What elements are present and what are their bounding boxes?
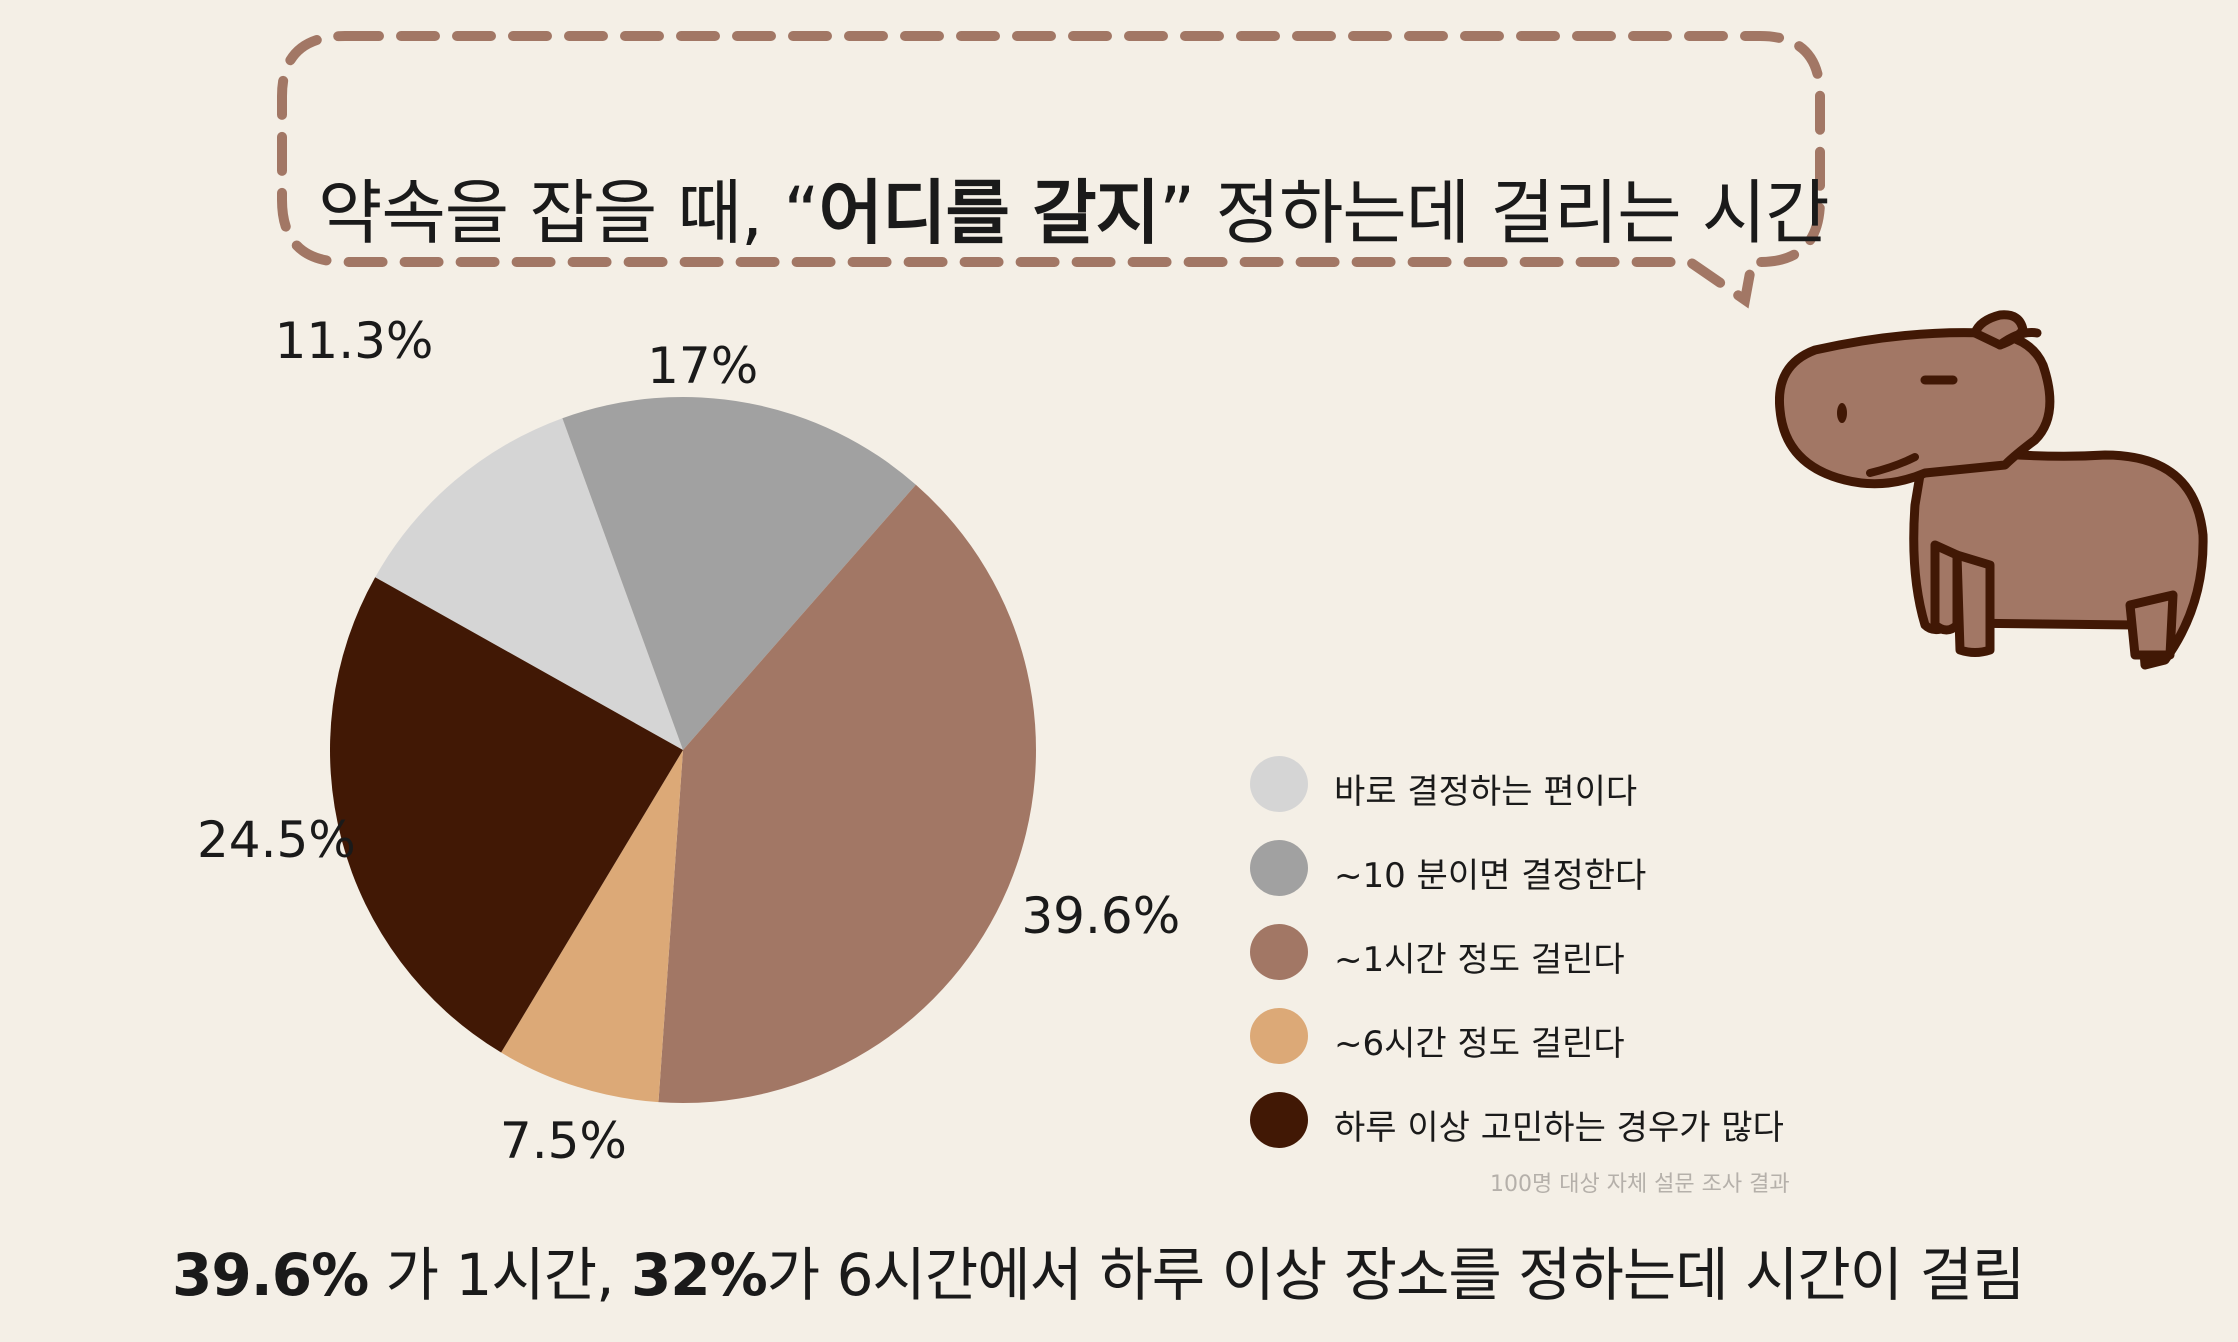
capybara-illustration <box>1775 310 2208 670</box>
pie-value-label-3: 39.6% <box>1021 886 1181 945</box>
chart-title: 약속을 잡을 때, “어디를 갈지” 정하는데 걸리는 시간 <box>318 157 1830 258</box>
title-prefix: 약속을 잡을 때, “ <box>318 171 820 254</box>
legend-swatch <box>1250 1008 1308 1064</box>
pie-value-label-5: 24.5% <box>196 811 356 870</box>
source-note: 100명 대상 자체 설문 조사 결과 <box>1490 1172 1790 1197</box>
legend-label: ~10 분이면 결정한다 <box>1334 856 1647 896</box>
title-suffix: ” 정하는데 걸리는 시간 <box>1159 171 1830 254</box>
legend-label: ~1시간 정도 걸린다 <box>1334 940 1625 980</box>
legend-swatch <box>1250 840 1308 896</box>
legend-swatch <box>1250 924 1308 980</box>
legend-swatch <box>1250 1092 1308 1148</box>
pie-value-label-2: 17% <box>647 337 759 396</box>
pie-slice-2 <box>562 397 916 750</box>
legend-label: ~6시간 정도 걸린다 <box>1334 1024 1625 1064</box>
pie-chart <box>329 397 1037 1104</box>
summary-bold-1: 39.6% <box>172 1241 369 1309</box>
pie-value-label-4: 7.5% <box>499 1112 627 1171</box>
summary-text-2: 가 6시간에서 하루 이상 장소를 정하는데 시간이 걸림 <box>766 1241 2026 1309</box>
summary-text: 39.6% 가 1시간, 32%가 6시간에서 하루 이상 장소를 정하는데 시… <box>172 1228 2026 1312</box>
legend-label: 바로 결정하는 편이다 <box>1334 772 1638 812</box>
legend-swatch <box>1250 756 1308 812</box>
pie-value-label-1: 11.3% <box>274 312 434 371</box>
pie-slice-1 <box>375 418 683 750</box>
pie-slice-3 <box>658 484 1037 1104</box>
pie-slice-5 <box>329 577 683 1053</box>
title-emphasis: 어디를 갈지 <box>818 171 1160 254</box>
summary-bold-2: 32% <box>630 1241 768 1309</box>
pie-slice-4 <box>501 750 683 1103</box>
legend-label: 하루 이상 고민하는 경우가 많다 <box>1334 1108 1784 1148</box>
summary-text-1: 가 1시간, <box>368 1241 631 1309</box>
